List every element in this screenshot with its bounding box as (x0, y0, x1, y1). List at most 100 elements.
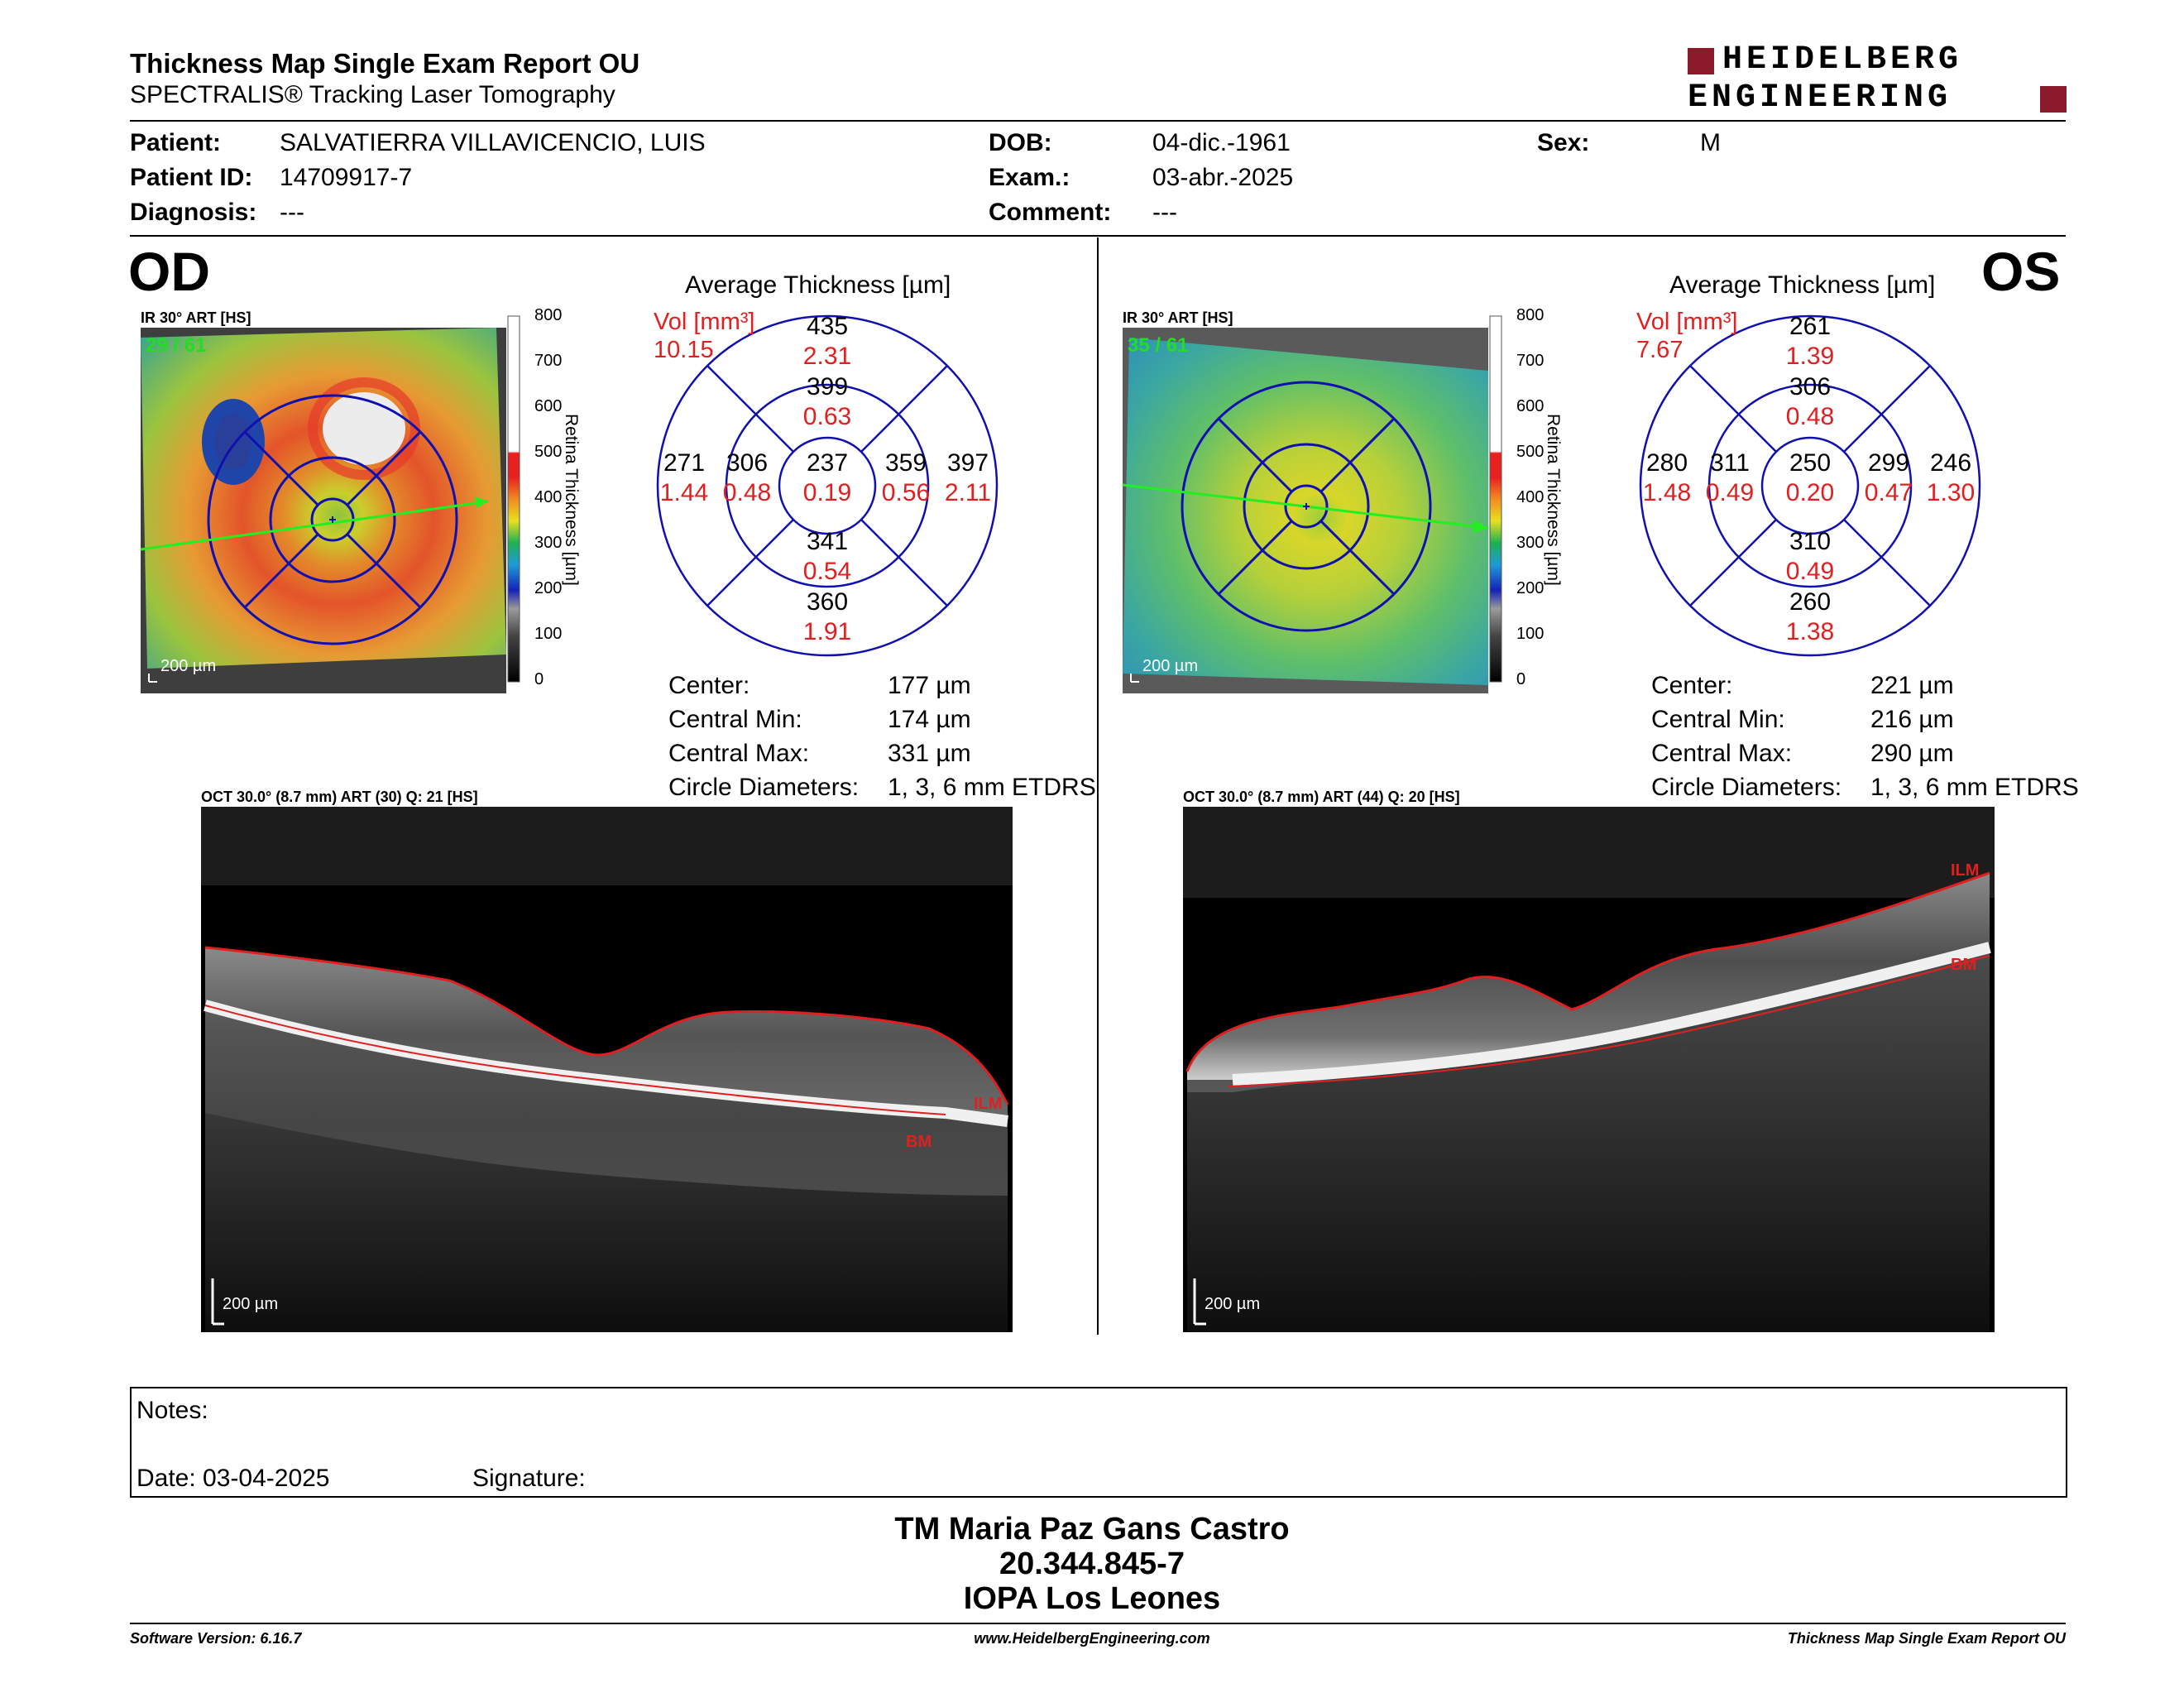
od-thickness-map: 29 / 61 200 µm (140, 328, 506, 693)
patient-name: SALVATIERRA VILLAVICENCIO, LUIS (280, 129, 706, 156)
os-oct-scale: 200 µm (1205, 1295, 1261, 1313)
od-sector-outer-nasal: 397 2.11 (944, 449, 992, 506)
signer-id: 20.344.845-7 (999, 1547, 1185, 1581)
od-stat-labels: Center: Central Min: Central Max: Circle… (668, 672, 860, 801)
scale-tick: 600 (534, 397, 563, 415)
os-vol-block: Vol [mm³] 7.67 (1636, 308, 1737, 364)
brand-square-bottom (2040, 86, 2067, 113)
exam-label: Exam.: (989, 164, 1070, 191)
os-scale-ticks: 800 700 600 500 400 300 200 100 0 (1516, 306, 1549, 695)
os-ir-scale: 200 µm (1142, 657, 1199, 675)
os-sector-inner-temp: 311 0.49 (1705, 449, 1755, 506)
scale-tick: 100 (534, 625, 563, 643)
scale-tick: 700 (1516, 352, 1545, 370)
od-ir-caption: IR 30° ART [HS] (141, 309, 251, 326)
od-etdrs-grid (654, 312, 1001, 659)
sex-label: Sex: (1537, 129, 1590, 156)
od-oct-bscan: ILM BM 200 µm (201, 807, 1013, 1332)
os-sector-outer-sup: 261 1.39 (1785, 313, 1835, 370)
od-vol-label: Vol [mm³] (654, 309, 755, 335)
od-sector-outer-inf: 360 1.91 (802, 588, 852, 645)
scale-tick: 200 (534, 579, 563, 597)
od-vol-block: Vol [mm³] 10.15 (654, 308, 754, 364)
footer-report: Thickness Map Single Exam Report OU (1787, 1630, 2066, 1647)
os-oct-bscan: ILM BM 200 µm (1183, 807, 1995, 1332)
report-title: Thickness Map Single Exam Report OU (130, 48, 640, 79)
od-vol-value: 10.15 (654, 337, 714, 363)
os-ir-caption: IR 30° ART [HS] (1123, 309, 1233, 326)
od-avg-title: Average Thickness [µm] (685, 271, 951, 299)
scale-tick: 400 (534, 488, 563, 506)
os-avg-title: Average Thickness [µm] (1669, 271, 1936, 299)
diagnosis-value: --- (280, 199, 304, 226)
scale-tick: 200 (1516, 579, 1545, 597)
os-sector-inner-nasal: 299 0.47 (1864, 449, 1913, 506)
notes-label: Notes: (136, 1397, 208, 1424)
os-sector-outer-temp: 280 1.48 (1642, 449, 1692, 506)
dob-label: DOB: (989, 129, 1052, 156)
os-stat-labels: Center: Central Min: Central Max: Circle… (1651, 672, 1842, 801)
notes-date: Date: 03-04-2025 (136, 1465, 330, 1492)
notes-box: Notes: Date: 03-04-2025 Signature: (130, 1387, 2067, 1498)
od-bm-label: BM (906, 1133, 932, 1151)
os-sector-inner-inf: 310 0.49 (1785, 528, 1835, 585)
sex-value: M (1700, 129, 1721, 156)
brand-line2: ENGINEERING (1688, 79, 1952, 117)
os-sector-center: 250 0.20 (1785, 449, 1835, 506)
scale-tick: 300 (1516, 534, 1545, 552)
scale-tick: 700 (534, 352, 563, 370)
scale-tick: 300 (534, 534, 563, 552)
od-sector-inner-temp: 306 0.48 (722, 449, 772, 506)
os-stat-values: 221 µm 216 µm 290 µm 1, 3, 6 mm ETDRS (1870, 672, 2079, 801)
footer-software: Software Version: 6.16.7 (130, 1630, 302, 1647)
os-thickness-map: 35 / 61 200 µm (1122, 328, 1489, 693)
od-sector-inner-sup: 399 0.63 (802, 373, 852, 430)
exam-value: 03-abr.-2025 (1152, 164, 1294, 191)
patient-id: 14709917-7 (280, 164, 413, 191)
od-scale-ticks: 800 700 600 500 400 300 200 100 0 (534, 306, 568, 695)
os-sector-inner-sup: 306 0.48 (1785, 373, 1835, 430)
eye-label-os: OS (1981, 241, 2061, 302)
od-stat-values: 177 µm 174 µm 331 µm 1, 3, 6 mm ETDRS (888, 672, 1096, 801)
od-sector-center: 237 0.19 (802, 449, 852, 506)
os-frame-counter: 35 / 61 (1128, 334, 1189, 357)
notes-signature: Signature: (472, 1465, 586, 1492)
patient-label: Patient: (130, 129, 222, 156)
scale-tick: 500 (1516, 443, 1545, 461)
header-divider (130, 120, 2066, 122)
scale-tick: 400 (1516, 488, 1545, 506)
os-bm-label: BM (1951, 956, 1977, 974)
brand-square-top (1688, 48, 1714, 74)
brand-logo: HEIDELBERG ENGINEERING (1688, 41, 2067, 117)
comment-label: Comment: (989, 199, 1112, 226)
report-subtitle: SPECTRALIS® Tracking Laser Tomography (130, 81, 615, 108)
os-sector-outer-nasal: 246 1.30 (1926, 449, 1976, 506)
signer-org: IOPA Los Leones (963, 1581, 1221, 1616)
od-frame-counter: 29 / 61 (146, 334, 207, 357)
footer-url[interactable]: www.HeidelbergEngineering.com (974, 1630, 1210, 1647)
os-etdrs-grid (1636, 312, 1984, 659)
scale-tick: 0 (534, 670, 544, 688)
od-oct-caption: OCT 30.0° (8.7 mm) ART (30) Q: 21 [HS] (201, 789, 478, 805)
od-oct-scale: 200 µm (223, 1295, 279, 1313)
os-sector-outer-inf: 260 1.38 (1785, 588, 1835, 645)
os-vol-label: Vol [mm³] (1636, 309, 1738, 335)
comment-value: --- (1152, 199, 1177, 226)
signer-name: TM Maria Paz Gans Castro (894, 1512, 1290, 1547)
patient-id-label: Patient ID: (130, 164, 253, 191)
od-ilm-label: ILM (974, 1095, 1003, 1113)
brand-line1: HEIDELBERG (1722, 41, 1963, 79)
eye-label-od: OD (128, 241, 210, 302)
od-sector-outer-sup: 435 2.31 (802, 313, 852, 370)
od-color-scale (506, 314, 606, 695)
od-scale-label: Retina Thickness [µm] (562, 414, 581, 586)
od-ir-scale: 200 µm (160, 657, 217, 675)
os-ilm-label: ILM (1951, 861, 1980, 880)
od-sector-outer-temp: 271 1.44 (659, 449, 709, 506)
os-sector-values: 261 1.39 306 0.48 280 1.48 311 0.49 250 0.20 … (1636, 312, 1984, 659)
scale-tick: 600 (1516, 397, 1545, 415)
diagnosis-label: Diagnosis: (130, 199, 257, 226)
od-sector-values: 435 2.31 399 0.63 271 1.44 306 0.48 237 0.19 … (654, 312, 1001, 659)
scale-tick: 0 (1516, 670, 1526, 688)
footer-divider (130, 1623, 2066, 1624)
